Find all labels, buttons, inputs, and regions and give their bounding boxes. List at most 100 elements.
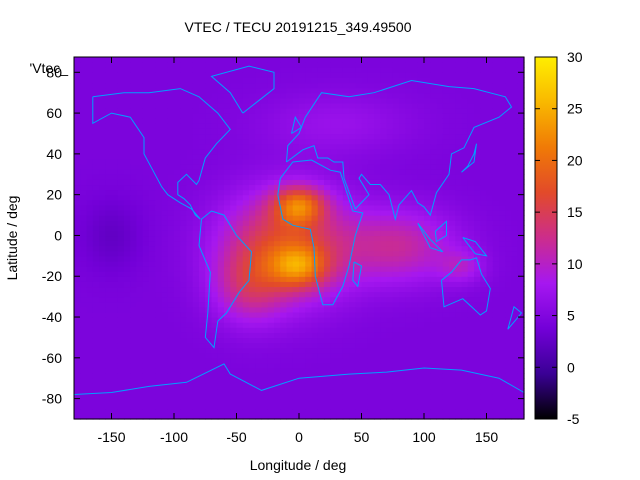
heatmap-cell — [205, 72, 213, 78]
heatmap-cell — [124, 291, 131, 298]
heatmap-cell — [299, 164, 306, 170]
heatmap-cell — [142, 393, 150, 400]
heatmap-cell — [455, 398, 463, 405]
heatmap-cell — [180, 271, 188, 277]
heatmap-cell — [249, 317, 256, 323]
heatmap-cell — [355, 332, 363, 339]
heatmap-cell — [99, 368, 106, 374]
heatmap-cell — [267, 77, 275, 84]
heatmap-cell — [511, 352, 519, 359]
heatmap-cell — [492, 102, 500, 109]
heatmap-cell — [186, 133, 194, 140]
heatmap-cell — [80, 266, 88, 272]
heatmap-cell — [92, 383, 100, 390]
heatmap-cell — [230, 184, 238, 191]
heatmap-cell — [486, 199, 494, 206]
heatmap-cell — [130, 408, 138, 415]
heatmap-cell — [130, 77, 138, 84]
heatmap-cell — [486, 388, 494, 395]
heatmap-cell — [111, 230, 119, 237]
heatmap-cell — [336, 220, 344, 226]
heatmap-cell — [280, 271, 288, 277]
heatmap-cell — [149, 123, 156, 129]
heatmap-cell — [299, 82, 306, 89]
heatmap-cell — [486, 123, 494, 129]
heatmap-cell — [199, 373, 206, 379]
heatmap-cell — [192, 225, 200, 231]
heatmap-cell — [367, 286, 375, 293]
heatmap-cell — [155, 67, 163, 73]
heatmap-cell — [117, 235, 125, 242]
heatmap-cell — [199, 342, 206, 349]
heatmap-cell — [111, 311, 119, 318]
heatmap-cell — [124, 128, 131, 135]
heatmap-cell — [261, 118, 269, 124]
heatmap-cell — [324, 138, 331, 145]
heatmap-cell — [211, 250, 219, 257]
heatmap-cell — [80, 281, 88, 288]
heatmap-cell — [380, 199, 388, 206]
heatmap-cell — [480, 148, 488, 155]
heatmap-cell — [305, 169, 313, 175]
heatmap-cell — [205, 250, 213, 257]
heatmap-cell — [230, 408, 238, 415]
heatmap-cell — [186, 77, 194, 84]
heatmap-cell — [342, 174, 350, 180]
heatmap-cell — [92, 113, 100, 119]
heatmap-cell — [286, 128, 294, 135]
heatmap-cell — [411, 57, 419, 63]
heatmap-cell — [155, 174, 163, 180]
heatmap-cell — [342, 169, 350, 175]
heatmap-cell — [286, 408, 294, 415]
heatmap-cell — [111, 225, 119, 231]
heatmap-cell — [167, 174, 175, 180]
heatmap-cell — [417, 72, 425, 78]
heatmap-cell — [330, 403, 338, 410]
heatmap-cell — [124, 153, 131, 160]
heatmap-cell — [130, 352, 138, 359]
heatmap-cell — [167, 271, 175, 277]
heatmap-cell — [236, 67, 244, 73]
heatmap-cell — [336, 107, 344, 114]
heatmap-cell — [380, 311, 388, 318]
heatmap-cell — [311, 209, 319, 216]
heatmap-cell — [336, 215, 344, 221]
heatmap-cell — [261, 266, 269, 272]
heatmap-cell — [492, 235, 500, 242]
heatmap-cell — [380, 133, 388, 140]
heatmap-cell — [192, 301, 200, 308]
heatmap-cell — [430, 250, 438, 257]
heatmap-cell — [74, 306, 81, 313]
heatmap-cell — [330, 87, 338, 94]
heatmap-cell — [130, 148, 138, 155]
heatmap-cell — [305, 235, 313, 242]
heatmap-cell — [111, 199, 119, 206]
heatmap-cell — [474, 393, 481, 400]
heatmap-cell — [336, 393, 344, 400]
heatmap-cell — [249, 398, 256, 405]
heatmap-cell — [342, 255, 350, 262]
heatmap-cell — [267, 301, 275, 308]
heatmap-cell — [274, 92, 281, 99]
heatmap-cell — [492, 164, 500, 170]
heatmap-cell — [461, 373, 469, 379]
heatmap-cell — [386, 255, 394, 262]
heatmap-cell — [142, 199, 150, 206]
heatmap-cell — [155, 286, 163, 293]
heatmap-cell — [299, 332, 306, 339]
heatmap-cell — [249, 408, 256, 415]
heatmap-cell — [367, 123, 375, 129]
heatmap-cell — [161, 291, 169, 298]
heatmap-cell — [499, 286, 506, 293]
heatmap-cell — [336, 133, 344, 140]
heatmap-cell — [230, 413, 238, 420]
heatmap-cell — [205, 271, 213, 277]
heatmap-cell — [92, 133, 100, 140]
heatmap-cell — [80, 77, 88, 84]
heatmap-cell — [367, 87, 375, 94]
heatmap-cell — [411, 271, 419, 277]
heatmap-cell — [130, 133, 138, 140]
heatmap-cell — [192, 87, 200, 94]
heatmap-cell — [417, 102, 425, 109]
heatmap-cell — [174, 153, 181, 160]
